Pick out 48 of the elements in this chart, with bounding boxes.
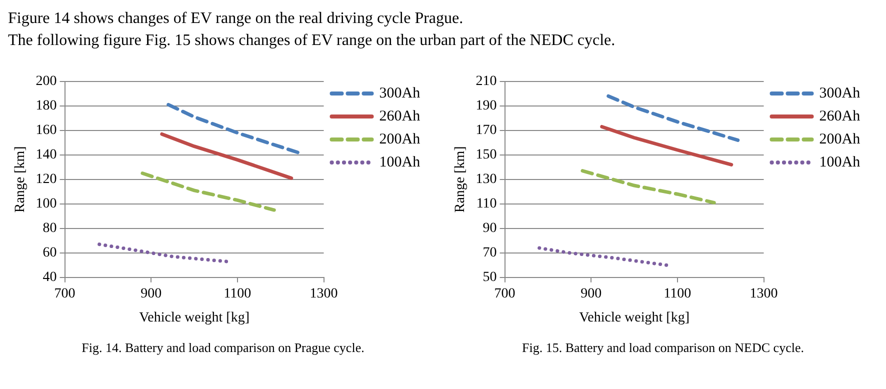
y-axis-title: Range [km] bbox=[453, 146, 468, 213]
y-tick-label: 150 bbox=[476, 148, 497, 163]
legend-label: 300Ah bbox=[819, 85, 861, 102]
line-series bbox=[538, 246, 668, 267]
caption: Fig. 15. Battery and load comparison on NEDC cycle. bbox=[521, 340, 805, 356]
line-series bbox=[140, 172, 276, 212]
x-tick-label: 700 bbox=[54, 286, 76, 302]
y-tick-label: 210 bbox=[476, 74, 497, 90]
y-tick-label: 40 bbox=[42, 270, 57, 286]
y-tick-label: 180 bbox=[36, 98, 57, 114]
legend-label: 100Ah bbox=[379, 154, 421, 170]
y-tick-label: 170 bbox=[476, 123, 497, 138]
legend-label: 200Ah bbox=[379, 131, 421, 148]
legend-label: 200Ah bbox=[819, 131, 861, 148]
x-axis-title: Vehicle weight [kg] bbox=[579, 310, 690, 326]
y-tick-label: 90 bbox=[482, 221, 497, 236]
x-tick-label: 1300 bbox=[750, 286, 778, 302]
x-tick-label: 900 bbox=[580, 286, 602, 302]
caption: Fig. 14. Battery and load comparison on Prague cycle. bbox=[80, 340, 366, 356]
x-tick-label: 1100 bbox=[664, 286, 692, 302]
y-tick-label: 200 bbox=[36, 74, 57, 90]
x-tick-label: 900 bbox=[140, 286, 162, 302]
y-tick-label: 110 bbox=[476, 196, 497, 212]
y-tick-label: 120 bbox=[36, 172, 57, 188]
y-tick-label: 60 bbox=[42, 246, 57, 261]
y-tick-label: 140 bbox=[36, 148, 57, 163]
y-tick-label: 100 bbox=[36, 196, 57, 212]
text: The following figure Fig. 15 shows changes of EV range on the urban part of the NEDC cycle. bbox=[8, 31, 616, 51]
line-series bbox=[606, 94, 740, 142]
y-tick-label: 80 bbox=[42, 221, 57, 236]
y-tick-label: 70 bbox=[482, 246, 497, 261]
y-tick-label: 190 bbox=[476, 98, 497, 114]
caption: Figure 14 shows changes of EV range on the real driving cycle Prague. bbox=[8, 9, 464, 29]
legend-label: 260Ah bbox=[379, 108, 421, 124]
line-series bbox=[580, 169, 716, 204]
x-tick-label: 1100 bbox=[224, 286, 252, 302]
y-tick-label: 50 bbox=[482, 270, 497, 286]
legend-label: 260Ah bbox=[819, 108, 861, 124]
y-tick-label: 160 bbox=[36, 123, 57, 138]
legend-label: 100Ah bbox=[819, 154, 861, 170]
legend-label: 300Ah bbox=[379, 85, 421, 102]
y-tick-label: 130 bbox=[476, 172, 497, 188]
y-axis-title: Range [km] bbox=[13, 146, 28, 213]
line-series bbox=[166, 102, 300, 154]
x-axis-title: Vehicle weight [kg] bbox=[139, 310, 250, 326]
x-tick-label: 1300 bbox=[310, 286, 338, 302]
line-series bbox=[98, 242, 228, 264]
x-tick-label: 700 bbox=[494, 286, 516, 302]
